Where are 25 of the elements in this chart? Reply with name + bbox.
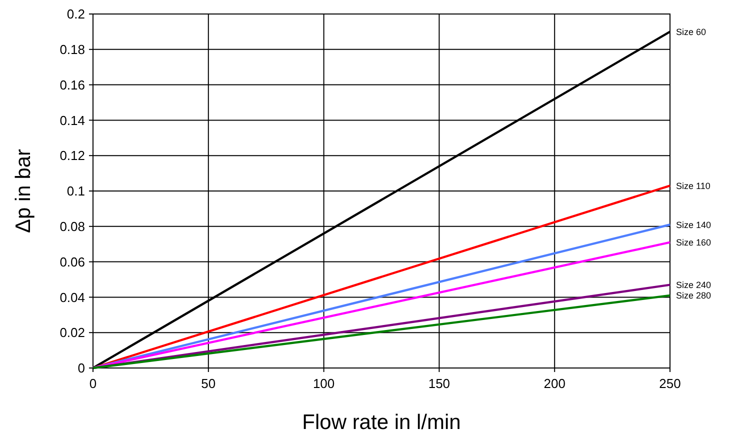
y-tick-label: 0.08 [60,218,85,234]
y-tick-label: 0.1 [66,184,85,199]
x-axis-title: Flow rate in l/min [302,411,461,434]
y-axis-title: Δp in bar [12,148,35,234]
series-label: Size 60 [676,26,706,37]
series-label: Size 280 [676,290,712,301]
series-label: Size 240 [676,280,712,290]
series-label: Size 110 [676,180,710,191]
x-tick-label: 0 [89,376,97,391]
series-label: Size 160 [676,237,712,248]
y-tick-label: 0.18 [60,42,85,57]
y-tick-label: 0.12 [60,148,85,164]
series-label: Size 140 [676,220,712,230]
x-tick-label: 100 [312,376,335,391]
y-tick-label: 0.14 [60,112,85,128]
x-tick-label: 250 [659,376,681,391]
y-tick-label: 0.06 [60,254,85,270]
x-tick-label: 150 [428,376,450,391]
y-tick-label: 0.2 [66,6,85,22]
y-tick-label: 0.02 [60,325,85,340]
x-tick-label: 50 [201,376,216,391]
x-tick-label: 200 [544,376,566,391]
y-tick-label: 0 [78,360,85,376]
y-tick-label: 0.16 [60,77,85,92]
y-tick-label: 0.04 [60,290,85,305]
